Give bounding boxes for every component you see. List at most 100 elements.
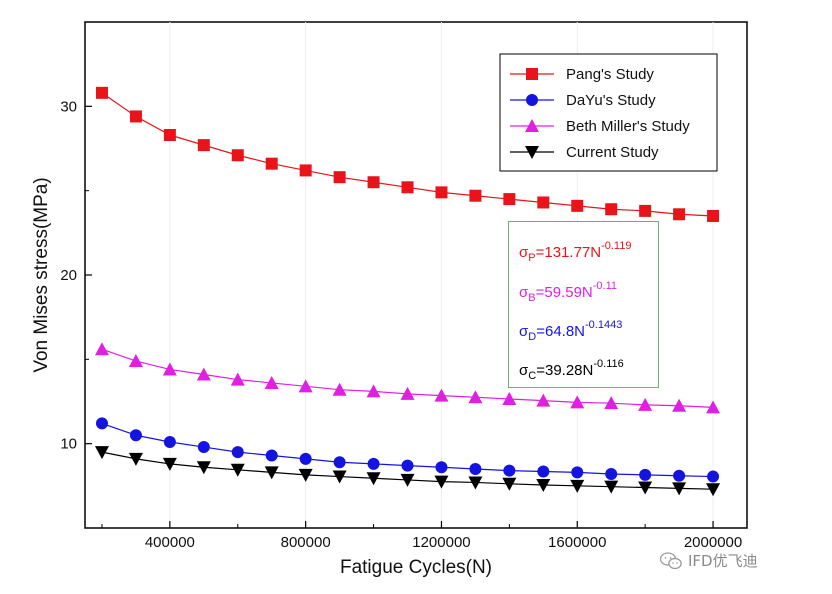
axes-layer: 400000 800000 1200000 1600000 2000000 10 20 30	[60, 21, 742, 551]
data-point	[706, 400, 721, 414]
equation-current: σC=39.28N-0.116	[519, 358, 624, 382]
data-point	[128, 452, 143, 466]
eq-sub: C	[528, 370, 537, 382]
data-point	[367, 176, 380, 189]
data-point	[129, 429, 142, 442]
eq-sub: B	[528, 292, 536, 304]
data-point	[162, 457, 177, 471]
x-tick-label: 400000	[145, 534, 195, 551]
data-point	[333, 456, 346, 469]
eq-sigma: σ	[519, 244, 529, 261]
equation-box: σP=131.77N-0.119 σB=59.59N-0.11 σD=64.8N…	[508, 221, 659, 388]
data-point	[503, 193, 516, 206]
data-point	[435, 186, 448, 199]
data-point	[638, 481, 653, 495]
data-point	[162, 362, 177, 376]
data-point	[94, 446, 109, 460]
equation-pang: σP=131.77N-0.119	[519, 240, 631, 264]
watermark: IFD优飞迪	[660, 550, 758, 571]
data-point	[332, 470, 347, 484]
data-point	[299, 164, 312, 177]
data-point	[264, 466, 279, 480]
data-point	[502, 477, 517, 491]
data-point	[502, 391, 517, 405]
series-1	[95, 417, 720, 483]
series-3	[94, 446, 721, 497]
data-point	[298, 379, 313, 393]
x-tick-label: 800000	[281, 534, 331, 551]
eq-sup: -0.119	[601, 240, 632, 252]
data-point	[400, 473, 415, 487]
data-point	[299, 452, 312, 465]
eq-sup: -0.116	[593, 358, 624, 370]
data-point	[163, 129, 176, 142]
data-point	[196, 367, 211, 381]
data-point	[571, 199, 584, 212]
equation-dayu: σD=64.8N-0.1443	[519, 319, 622, 343]
eq-sub: P	[528, 252, 536, 264]
data-point	[434, 388, 449, 402]
eq-sigma: σ	[519, 362, 529, 379]
data-point	[197, 139, 210, 152]
eq-sup: -0.1443	[585, 319, 623, 331]
data-point	[570, 395, 585, 409]
legend-label: Pang's Study	[566, 66, 654, 83]
data-point	[265, 449, 278, 462]
data-point	[163, 435, 176, 448]
data-point	[604, 396, 619, 410]
eq-main: =131.77N	[535, 244, 602, 261]
data-point	[570, 479, 585, 493]
data-point	[332, 382, 347, 396]
data-point	[571, 466, 584, 479]
data-point	[230, 463, 245, 477]
data-point	[707, 209, 720, 222]
x-axis-label: Fatigue Cycles(N)	[340, 557, 492, 578]
data-point	[333, 171, 346, 184]
data-point	[197, 441, 210, 454]
data-point	[94, 342, 109, 356]
eq-sigma: σ	[519, 284, 529, 301]
data-point	[95, 86, 108, 99]
data-point	[537, 196, 550, 209]
legend-items: Pang's Study DaYu's Study Beth Miller's St…	[510, 66, 690, 161]
x-tick-label: 2000000	[684, 534, 742, 551]
data-point	[468, 390, 483, 404]
watermark-text: IFD优飞迪	[688, 552, 758, 570]
legend-marker	[525, 146, 539, 159]
data-point	[264, 375, 279, 389]
data-point	[366, 472, 381, 486]
data-point	[129, 110, 142, 123]
eq-main: =59.59N	[535, 284, 593, 301]
y-tick-label: 20	[60, 267, 77, 284]
equation-beth: σB=59.59N-0.11	[519, 280, 617, 304]
data-point	[638, 397, 653, 411]
data-point	[707, 470, 720, 483]
series-0	[95, 86, 720, 222]
series-2	[94, 342, 721, 414]
data-point	[639, 468, 652, 481]
data-point	[468, 476, 483, 490]
eq-sub: D	[528, 331, 537, 343]
x-tick-label: 1600000	[548, 534, 606, 551]
data-point	[604, 480, 619, 494]
y-axis-label: Von Mises stress(MPa)	[31, 177, 52, 372]
wechat-icon	[660, 551, 682, 569]
legend-marker	[526, 94, 538, 106]
series-layer	[94, 86, 721, 497]
data-point	[503, 464, 516, 477]
x-tick-label: 1200000	[412, 534, 470, 551]
eq-main: =39.28N	[536, 362, 594, 379]
data-point	[537, 465, 550, 478]
data-point	[469, 462, 482, 475]
legend-label: Current Study	[566, 144, 659, 161]
eq-sigma: σ	[519, 323, 529, 340]
data-point	[196, 461, 211, 475]
y-tick-label: 30	[60, 98, 77, 115]
data-point	[367, 457, 380, 470]
data-point	[366, 384, 381, 398]
data-point	[673, 208, 686, 221]
data-point	[401, 181, 414, 194]
eq-sup: -0.11	[592, 280, 618, 292]
data-point	[400, 386, 415, 400]
